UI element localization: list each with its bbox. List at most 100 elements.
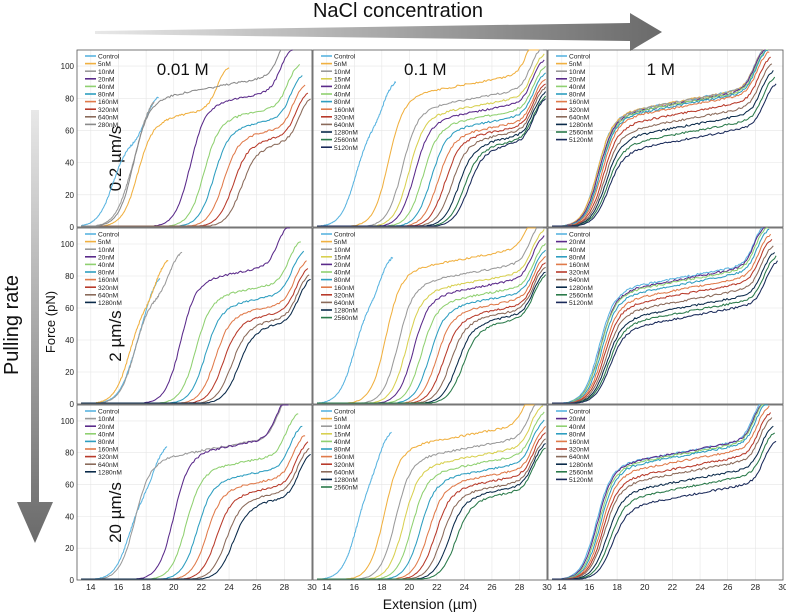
legend-label-640nM: 640nM xyxy=(334,469,354,476)
curve-5nM xyxy=(317,227,541,404)
x-tick-label: 30 xyxy=(778,582,786,592)
legend-label-20nM: 20nM xyxy=(569,239,586,246)
legend-label-40nM: 40nM xyxy=(334,92,351,99)
panel-r2-c1: 14 16 18 20 22 24 26 28 30 Control5nM10nM15nM40nM… xyxy=(312,404,552,592)
curve-160nM xyxy=(552,405,770,580)
legend-label-5120nM: 5120nM xyxy=(569,477,593,484)
y-tick-label: 40 xyxy=(65,512,74,521)
curve-40nM xyxy=(552,227,768,404)
curve-80nM xyxy=(317,419,545,580)
panel-frame xyxy=(547,227,784,405)
row-label: 2 µm/s xyxy=(106,310,125,361)
legend-label-320nM: 320nM xyxy=(334,462,354,469)
legend-label-80nM: 80nM xyxy=(98,270,115,277)
x-tick-label: 22 xyxy=(668,582,678,592)
legend-label-Control: Control xyxy=(98,232,120,239)
x-tick-label: 14 xyxy=(557,582,567,592)
curve-40nM xyxy=(317,243,547,404)
legend-label-640nM: 640nM xyxy=(334,122,354,129)
legend-label-640nM: 640nM xyxy=(98,462,118,469)
concentration-arrow xyxy=(95,13,662,51)
y-tick-label: 0 xyxy=(70,576,75,585)
curve-1280nM xyxy=(552,70,774,227)
legend-label-15nM: 15nM xyxy=(334,76,351,83)
legend-label-40nM: 40nM xyxy=(334,439,351,446)
legend-label-40nM: 40nM xyxy=(98,431,115,438)
legend-label-Control: Control xyxy=(98,54,120,61)
legend-label-2560nM: 2560nM xyxy=(334,315,358,322)
curve-80nM xyxy=(552,49,768,227)
curve-320nM xyxy=(552,56,771,227)
y-tick-label: 40 xyxy=(65,336,74,345)
y-tick-label: 100 xyxy=(61,417,75,426)
curve-10nM xyxy=(81,251,183,404)
legend-label-640nM: 640nM xyxy=(98,292,118,299)
legend-label-40nM: 40nM xyxy=(569,424,586,431)
y-tick-label: 100 xyxy=(61,62,75,71)
x-tick-label: 14 xyxy=(86,582,96,592)
x-tick-label: 26 xyxy=(252,582,262,592)
curve-5nM xyxy=(317,404,538,580)
curve-640nM xyxy=(552,417,773,580)
x-tick-label: 16 xyxy=(114,582,124,592)
legend-label-160nM: 160nM xyxy=(334,107,354,114)
legend-label-80nM: 80nM xyxy=(569,92,586,99)
x-tick-label: 18 xyxy=(612,582,622,592)
x-tick-label: 24 xyxy=(695,582,705,592)
panel-r0-c2: 1 M Control5nM10nM20nM40nM80nM160nM320nM6… xyxy=(547,49,784,228)
legend-label-5nM: 5nM xyxy=(569,61,582,68)
legend-label-20nM: 20nM xyxy=(569,416,586,423)
legend-label-20nM: 20nM xyxy=(569,76,586,83)
panel-r0-c1: 0.1 M Control5nM10nM15nM20nM40nM80nM160nM… xyxy=(312,49,548,228)
curve-320nM xyxy=(317,83,546,227)
x-tick-label: 22 xyxy=(197,582,207,592)
legend-label-Control: Control xyxy=(98,409,120,416)
curve-160nM xyxy=(317,78,546,227)
legend-label-15nM: 15nM xyxy=(334,254,351,261)
panel-r0-c0: 0 20 40 60 80 100 0.01 M 0.2 µm/s Control5nM10nM… xyxy=(61,49,313,232)
curve-320nM xyxy=(317,262,546,404)
curve-640nM xyxy=(552,245,774,404)
legend-label-15nM: 15nM xyxy=(334,431,351,438)
curve-320nM xyxy=(552,238,773,404)
legend-label-320nM: 320nM xyxy=(98,454,118,461)
curve-5120nM xyxy=(552,83,777,227)
row-label: 0.2 µm/s xyxy=(106,126,125,192)
curve-1280nM xyxy=(552,252,776,404)
panel-r2-c2: 14 16 18 20 22 24 26 28 30 Control20nM40nM80nM160… xyxy=(547,404,786,592)
panel-r1-c0: 0 20 40 60 80 100 2 µm/s Control5nM10nM20nM40nM… xyxy=(61,227,313,409)
legend-label-320nM: 320nM xyxy=(569,447,589,454)
x-tick-label: 26 xyxy=(723,582,733,592)
y-tick-label: 60 xyxy=(65,304,74,313)
legend-label-320nM: 320nM xyxy=(98,285,118,292)
panel-r1-c2: Control20nM40nM80nM160nM320nM640nM1280nM… xyxy=(547,227,784,405)
y-tick-label: 100 xyxy=(61,240,75,249)
column-title: 1 M xyxy=(647,60,675,79)
legend-label-320nM: 320nM xyxy=(569,107,589,114)
curve-80nM xyxy=(552,228,770,404)
panel-frame xyxy=(312,49,548,228)
legend-label-Control: Control xyxy=(334,232,356,239)
legend-label-10nM: 10nM xyxy=(98,69,115,76)
legend-label-80nM: 80nM xyxy=(334,447,351,454)
x-tick-label: 30 xyxy=(542,582,552,592)
x-axis-title: Extension (µm) xyxy=(383,596,477,612)
x-tick-label: 22 xyxy=(432,582,442,592)
curve-Control xyxy=(552,227,767,404)
legend-label-10nM: 10nM xyxy=(334,69,351,76)
legend-label-10nM: 10nM xyxy=(334,424,351,431)
curve-2560nM xyxy=(552,432,776,580)
legend-label-40nM: 40nM xyxy=(334,270,351,277)
legend-label-160nM: 160nM xyxy=(569,262,589,269)
legend-label-160nM: 160nM xyxy=(98,277,118,284)
curve-1280nM xyxy=(81,453,311,580)
legend-label-320nM: 320nM xyxy=(334,292,354,299)
panel-frame xyxy=(76,404,313,581)
legend-label-40nM: 40nM xyxy=(98,262,115,269)
x-tick-label: 20 xyxy=(405,582,415,592)
x-tick-label: 20 xyxy=(640,582,650,592)
legend-label-20nM: 20nM xyxy=(334,84,351,91)
curve-20nM xyxy=(552,404,767,580)
